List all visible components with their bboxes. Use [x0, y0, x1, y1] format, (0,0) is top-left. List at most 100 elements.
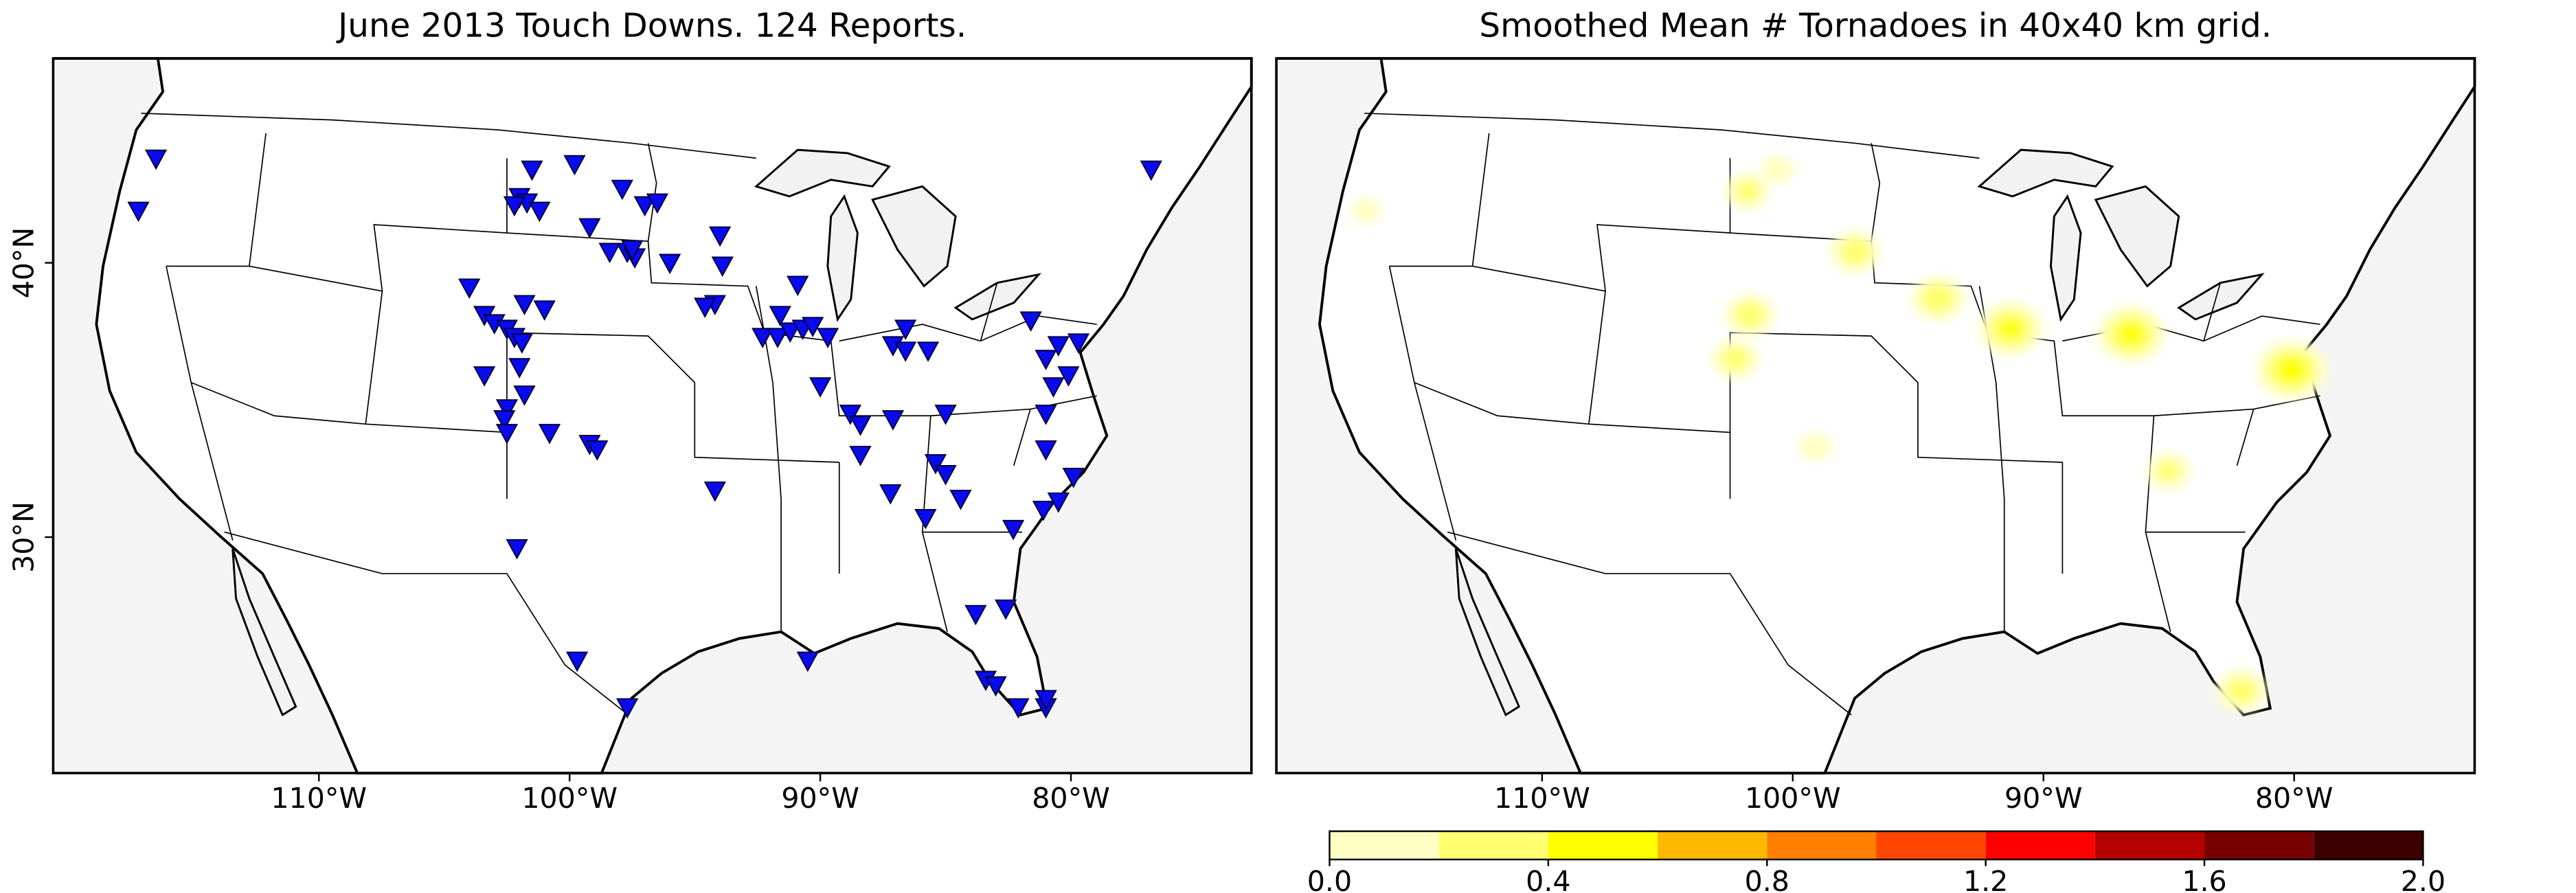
colorbar-bin — [1438, 831, 1548, 860]
tornado-report — [839, 405, 862, 425]
tornado-report — [914, 508, 937, 530]
tornado-report — [1019, 311, 1042, 332]
colorbar-frame — [1329, 830, 2424, 861]
density-blob — [2157, 461, 2181, 482]
x-tick-label: 90°W — [781, 782, 859, 815]
tornado-report — [513, 385, 536, 406]
colorbar-tick-label: 0.0 — [1307, 865, 1352, 893]
tornado-report — [1047, 492, 1070, 513]
tornado-report — [144, 149, 168, 170]
tornado-report — [766, 328, 789, 348]
tornado-report — [1032, 500, 1055, 521]
tornado-report — [916, 341, 940, 362]
tornado-report — [646, 193, 669, 214]
tornado-report — [1047, 336, 1070, 357]
tornado-report — [809, 377, 832, 398]
tornado-report — [1035, 350, 1057, 370]
density-blob — [1721, 348, 1749, 370]
tornado-report — [586, 440, 609, 461]
colorbar-bin — [1548, 831, 1658, 860]
tornado-report — [615, 698, 639, 719]
tornado-report — [879, 484, 902, 505]
colorbar-bin — [2094, 831, 2205, 860]
tornado-report — [598, 242, 621, 264]
density-blob — [2226, 678, 2257, 703]
tornado-report — [934, 465, 957, 486]
tornado-report — [533, 300, 556, 321]
tornado-report — [1042, 377, 1065, 398]
tornado-report — [578, 218, 601, 239]
tornado-report — [458, 278, 481, 299]
tornado-report — [528, 201, 551, 223]
tornado-report — [894, 319, 917, 340]
tornado-report — [694, 297, 716, 319]
tornado-report — [1035, 690, 1057, 711]
tornado-report — [752, 328, 774, 348]
basemap — [1275, 57, 2476, 775]
x-tick-label: 80°W — [1032, 782, 1110, 815]
panel-title: June 2013 Touch Downs. 124 Reports. — [336, 7, 967, 45]
tornado-report — [495, 424, 519, 444]
tornado-report — [796, 651, 819, 672]
colorbar-tick-label: 1.6 — [2182, 865, 2226, 893]
tornado-report — [611, 179, 633, 201]
tornado-report — [513, 295, 536, 316]
density-blob — [2118, 323, 2145, 346]
density-blob — [1999, 318, 2023, 339]
tornado-report — [473, 366, 496, 387]
panel-title: Smoothed Mean # Tornadoes in 40x40 km gr… — [1479, 7, 2272, 45]
basemap — [52, 57, 1253, 775]
tornado-report — [658, 253, 681, 275]
x-tick-label: 110°W — [271, 782, 367, 815]
density-blob — [1761, 155, 1795, 183]
tornado-report — [621, 240, 644, 261]
tornado-report — [493, 410, 516, 431]
colorbar-bin — [1767, 831, 1877, 860]
tornado-report — [924, 454, 947, 475]
density-blob — [2276, 357, 2307, 383]
tornado-report — [703, 482, 726, 502]
tornado-report — [881, 410, 905, 431]
x-tick-label: 80°W — [2255, 782, 2334, 815]
field — [1351, 155, 2327, 712]
density-blob — [1735, 302, 1765, 328]
tornado-report — [538, 424, 561, 444]
tornado-report — [1035, 405, 1057, 425]
tornado-report — [964, 604, 987, 626]
colorbar-tick-label: 0.4 — [1526, 865, 1570, 893]
tornado-report — [816, 328, 839, 348]
plot-area — [127, 149, 1162, 719]
colorbar-bin — [1876, 831, 1986, 860]
colorbar-bin — [1329, 831, 1439, 860]
tornado-report — [894, 341, 917, 362]
tornado-report — [708, 226, 732, 247]
colorbar-bin — [1985, 831, 2095, 860]
tornado-report — [1035, 440, 1057, 461]
density-blob — [1736, 181, 1760, 202]
tornado-report — [1067, 333, 1090, 354]
colorbar-bin — [1658, 831, 1767, 860]
tornado-report — [1062, 468, 1085, 488]
panel-frame — [1275, 57, 2476, 775]
tornado-report — [510, 333, 533, 354]
tornado-report — [563, 155, 586, 176]
tornado-report — [934, 405, 957, 425]
y-tick-label: 30°N — [7, 501, 40, 573]
density-blob — [1921, 284, 1955, 313]
tornado-report — [633, 196, 656, 217]
y-tick-label: 40°N — [7, 227, 40, 299]
colorbar-bin — [2204, 831, 2314, 860]
tornado-report — [565, 651, 589, 672]
tornado-report — [1002, 519, 1025, 541]
tornado-report — [508, 358, 531, 378]
tornado-report — [127, 201, 150, 223]
density-blob — [1798, 433, 1832, 461]
plot-area — [1351, 155, 2327, 712]
tornado-report — [779, 322, 802, 343]
tornado-report — [1057, 366, 1080, 387]
colorbar-tick-label: 1.2 — [1963, 865, 2008, 893]
x-tick-label: 100°W — [521, 782, 618, 815]
x-tick-label: 110°W — [1494, 782, 1590, 815]
density-blob — [1351, 198, 1382, 223]
